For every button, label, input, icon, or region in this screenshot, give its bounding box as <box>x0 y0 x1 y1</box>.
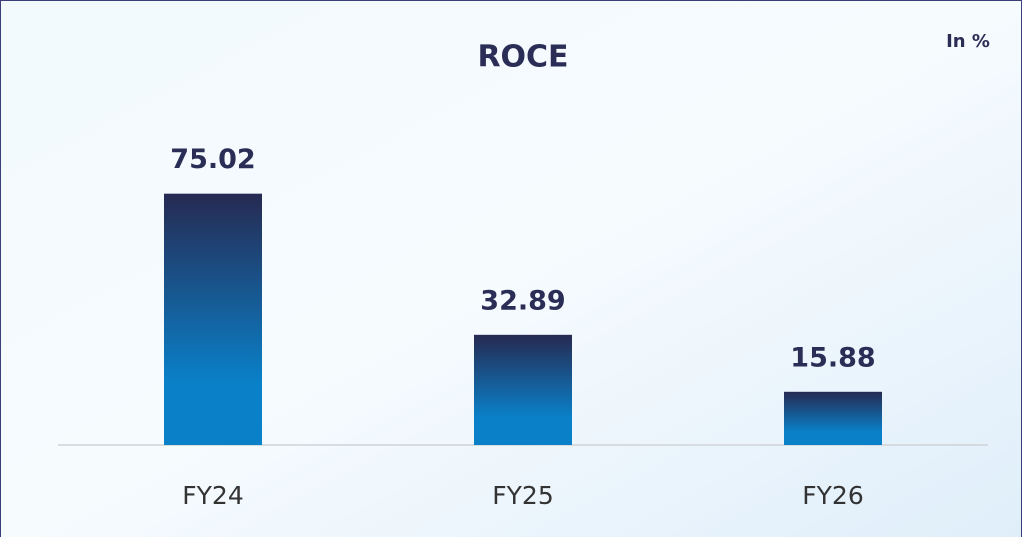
x-tick-label: FY25 <box>492 481 553 510</box>
x-tick-label: FY26 <box>802 481 863 510</box>
bar <box>474 334 572 445</box>
chart-title: ROCE <box>477 40 568 75</box>
bar <box>784 391 882 445</box>
value-label: 32.89 <box>480 285 565 316</box>
x-tick-label: FY24 <box>182 481 243 510</box>
value-label: 15.88 <box>790 342 875 373</box>
unit-label: In % <box>946 31 990 52</box>
value-label: 75.02 <box>170 144 255 175</box>
bar <box>164 193 262 445</box>
